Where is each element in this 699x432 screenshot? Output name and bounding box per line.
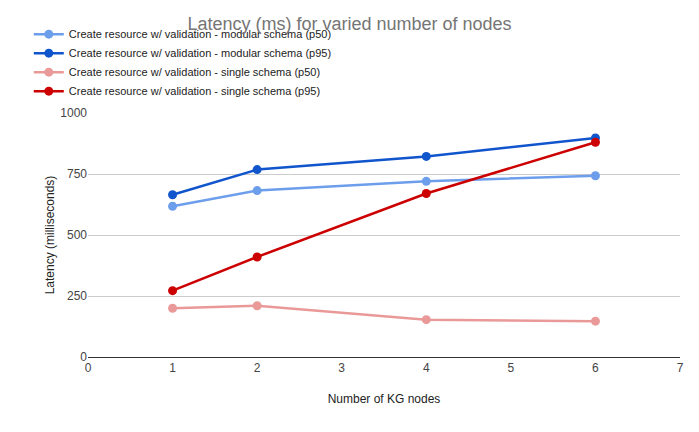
svg-text:500: 500 [67,228,87,242]
svg-text:7: 7 [677,361,684,375]
svg-text:Create resource w/ validation: Create resource w/ validation - modular … [69,28,331,40]
svg-text:Latency (ms) for varied number: Latency (ms) for varied number of nodes [187,14,511,34]
svg-text:6: 6 [592,361,599,375]
svg-text:Create resource w/ validation: Create resource w/ validation - modular … [69,47,331,59]
svg-text:0: 0 [85,361,92,375]
svg-text:Latency (milliseconds): Latency (milliseconds) [43,176,57,295]
svg-text:750: 750 [67,167,87,181]
svg-text:1000: 1000 [60,106,87,120]
svg-text:4: 4 [423,361,430,375]
svg-text:1: 1 [169,361,176,375]
svg-text:Number of KG nodes: Number of KG nodes [328,392,441,406]
svg-text:250: 250 [67,289,87,303]
svg-text:Create resource w/ validation: Create resource w/ validation - single s… [69,66,320,78]
svg-text:2: 2 [254,361,261,375]
svg-text:3: 3 [338,361,345,375]
svg-text:0: 0 [80,350,87,364]
svg-text:5: 5 [508,361,515,375]
svg-text:Create resource w/ validation: Create resource w/ validation - single s… [69,85,320,97]
